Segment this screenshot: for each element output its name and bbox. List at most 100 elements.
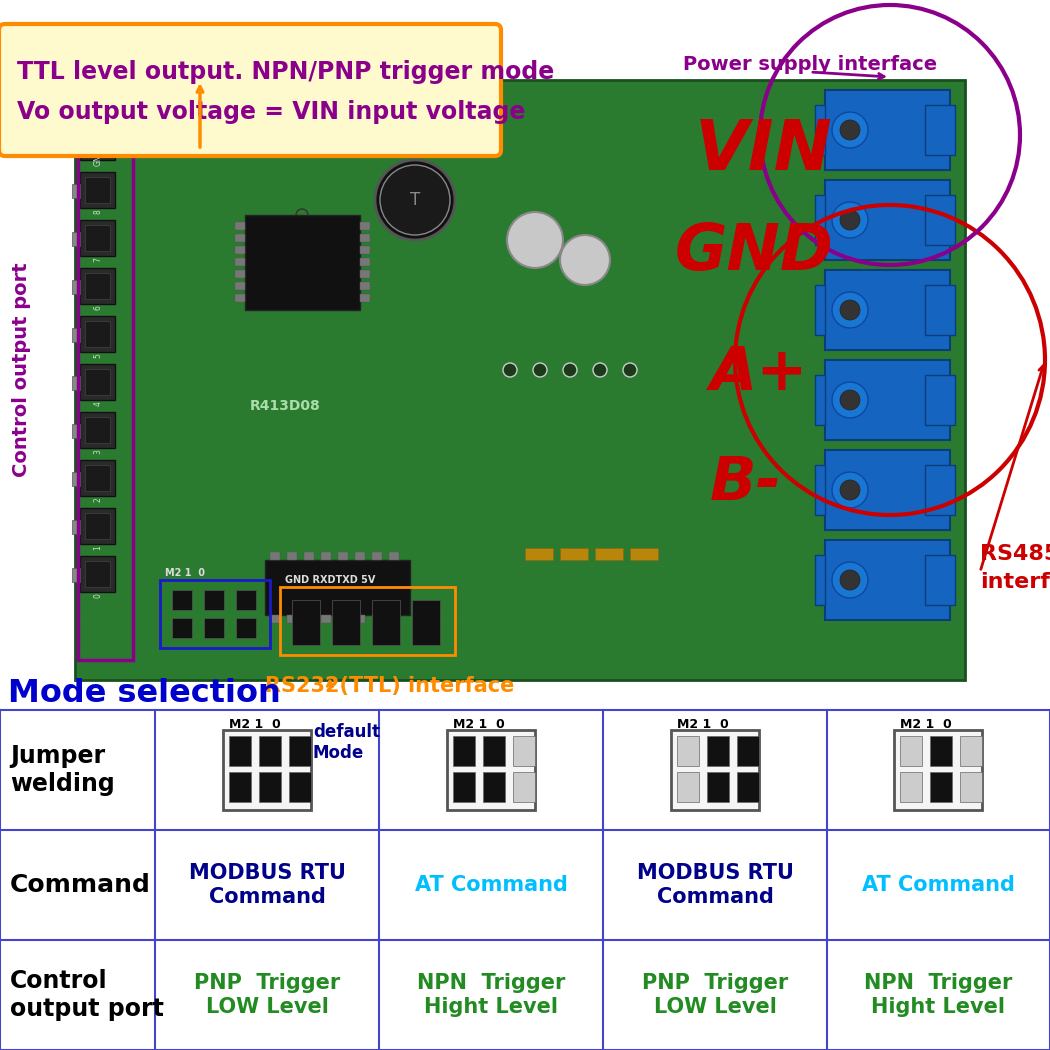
Bar [265, 560, 410, 615]
Bar [930, 736, 952, 766]
Bar [235, 258, 245, 266]
Bar [287, 615, 297, 623]
Bar [925, 195, 956, 245]
Bar [447, 730, 536, 810]
Text: RS485: RS485 [980, 544, 1050, 564]
Circle shape [832, 112, 868, 148]
Bar [525, 548, 553, 560]
Bar [292, 600, 320, 645]
Bar [270, 615, 280, 623]
Bar [372, 600, 400, 645]
Bar [815, 195, 825, 245]
Bar [172, 618, 192, 638]
Bar [289, 772, 311, 802]
Bar [925, 375, 956, 425]
Bar [270, 552, 280, 560]
Circle shape [840, 210, 860, 230]
Bar [815, 555, 825, 605]
Circle shape [832, 202, 868, 238]
Bar [80, 316, 116, 352]
Text: 3: 3 [93, 449, 103, 454]
Text: Control
output port: Control output port [10, 969, 164, 1021]
Bar [925, 285, 956, 335]
Bar [453, 736, 475, 766]
Bar [235, 270, 245, 278]
Text: MODBUS RTU
Command: MODBUS RTU Command [636, 863, 794, 906]
Bar [72, 424, 80, 438]
Bar [388, 552, 399, 560]
Bar [737, 736, 759, 766]
Bar [245, 215, 360, 310]
Bar [85, 465, 110, 491]
Bar [72, 568, 80, 582]
Circle shape [560, 235, 610, 285]
Bar [85, 513, 110, 539]
Bar [204, 590, 224, 610]
Text: VIN: VIN [695, 117, 833, 184]
Text: 1: 1 [93, 545, 103, 550]
Bar [737, 772, 759, 802]
Bar [80, 220, 116, 256]
Text: R413D08: R413D08 [250, 399, 320, 413]
Bar [825, 450, 950, 530]
Circle shape [840, 570, 860, 590]
Bar [825, 540, 950, 620]
Bar [372, 615, 382, 623]
Circle shape [840, 120, 860, 140]
Bar [229, 772, 251, 802]
Bar [280, 587, 455, 655]
Bar [236, 590, 256, 610]
Circle shape [832, 292, 868, 328]
Bar [425, 120, 485, 150]
Bar [900, 772, 922, 802]
Bar [321, 552, 331, 560]
Bar [355, 615, 365, 623]
Bar [223, 730, 311, 810]
Bar [160, 580, 270, 648]
Bar [825, 180, 950, 260]
Bar [235, 222, 245, 230]
Bar [259, 736, 281, 766]
Bar [287, 552, 297, 560]
Bar [236, 618, 256, 638]
Bar [453, 772, 475, 802]
Bar [815, 465, 825, 514]
Bar [259, 772, 281, 802]
Bar [80, 364, 116, 400]
Circle shape [593, 363, 607, 377]
Text: GND RXDTXD 5V: GND RXDTXD 5V [285, 575, 376, 585]
Bar [960, 772, 982, 802]
Bar [72, 472, 80, 486]
Bar [360, 258, 370, 266]
Text: M2 1  0: M2 1 0 [677, 718, 729, 731]
Bar [815, 105, 825, 155]
Circle shape [533, 363, 547, 377]
Bar [321, 615, 331, 623]
Bar [229, 736, 251, 766]
Bar [825, 270, 950, 350]
Bar [85, 129, 110, 155]
Bar [372, 552, 382, 560]
Bar [72, 280, 80, 294]
Text: TTL level output. NPN/PNP trigger mode: TTL level output. NPN/PNP trigger mode [17, 60, 554, 84]
Text: 4: 4 [93, 401, 103, 406]
Bar [80, 172, 116, 208]
Bar [72, 232, 80, 246]
Bar [595, 548, 623, 560]
Text: PNP  Trigger
LOW Level: PNP Trigger LOW Level [642, 973, 789, 1016]
Text: RS232(TTL) interface: RS232(TTL) interface [266, 676, 514, 696]
Bar [894, 730, 982, 810]
Text: 5: 5 [93, 353, 103, 358]
Text: NPN  Trigger
Hight Level: NPN Trigger Hight Level [864, 973, 1012, 1016]
Text: NPN  Trigger
Hight Level: NPN Trigger Hight Level [417, 973, 565, 1016]
Bar [930, 772, 952, 802]
Text: MODBUS RTU
Command: MODBUS RTU Command [189, 863, 345, 906]
Bar [332, 600, 360, 645]
Text: A+: A+ [710, 344, 808, 403]
Text: default
Mode: default Mode [313, 723, 380, 762]
Text: interface: interface [980, 572, 1050, 592]
Circle shape [563, 363, 578, 377]
Bar [172, 590, 192, 610]
Text: Command: Command [10, 873, 151, 897]
Bar [204, 618, 224, 638]
